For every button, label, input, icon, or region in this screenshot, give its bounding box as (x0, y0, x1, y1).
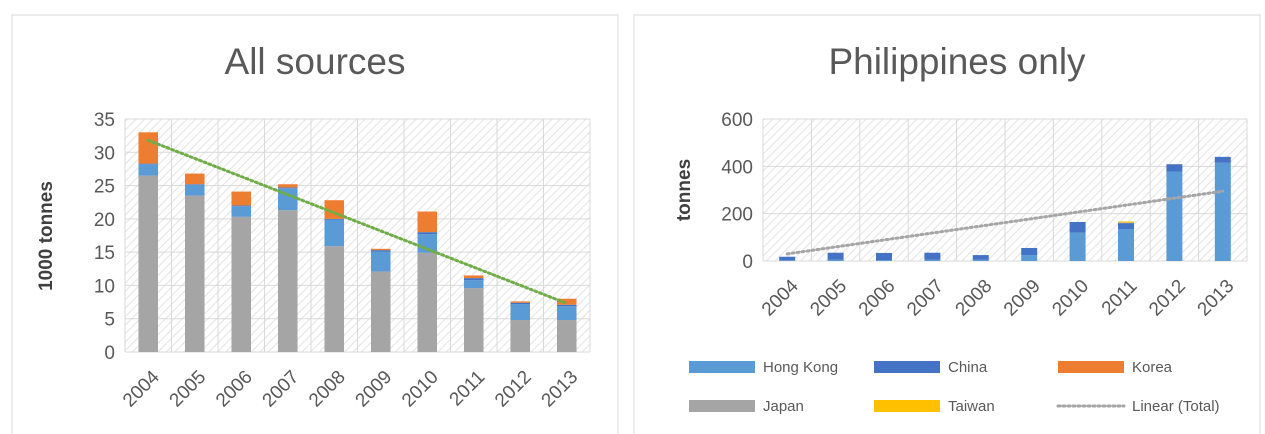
y-tick-label: 600 (721, 110, 753, 131)
bar-segment-korea (510, 301, 531, 303)
bar-segment-hong-kong (1069, 232, 1086, 261)
bar-segment-china (1166, 164, 1183, 172)
bar-segment-hong-kong (972, 259, 989, 261)
bar-segment-china (463, 278, 484, 281)
y-tick-label: 30 (94, 143, 115, 164)
y-tick-label: 25 (94, 177, 115, 198)
bar-segment-china (370, 250, 391, 252)
bar-segment-korea (184, 173, 205, 185)
y-tick-label: 10 (94, 276, 115, 297)
bar-segment-hong-kong (184, 184, 205, 196)
y-axis-label: 1000 tonnes (36, 181, 57, 291)
bar-segment-japan (417, 252, 438, 352)
bar-segment-japan (138, 175, 159, 352)
bar-segment-japan (556, 320, 577, 352)
bar-segment-china (1214, 156, 1231, 163)
bar-segment-japan (324, 246, 345, 352)
bar-segment-china (1069, 221, 1086, 233)
bar-segment-korea (138, 132, 159, 164)
legend-swatch (1058, 361, 1124, 373)
bar-segment-china (138, 163, 159, 165)
y-axis-label: tonnes (674, 159, 695, 221)
bar-segment-japan (231, 216, 252, 352)
bar-segment-hong-kong (556, 306, 577, 321)
bar-segment-hong-kong (779, 260, 796, 261)
bar-segment-japan (463, 288, 484, 352)
legend-label: Taiwan (948, 398, 995, 415)
bar-segment-hong-kong (1214, 162, 1231, 261)
y-tick-label: 400 (721, 157, 753, 178)
bar-segment-china (1021, 247, 1038, 256)
bar-segment-china (277, 187, 298, 189)
bar-segment-china (324, 218, 345, 220)
bar-segment-hong-kong (1166, 171, 1183, 261)
chart-title: Philippines only (828, 41, 1086, 82)
legend-label: Korea (1132, 359, 1173, 376)
bar-segment-japan (370, 271, 391, 352)
legend-swatch (874, 361, 940, 373)
y-tick-label: 15 (94, 243, 115, 264)
bar-segment-china (556, 304, 577, 307)
bar-segment-korea (231, 191, 252, 206)
bar-segment-hong-kong (510, 304, 531, 321)
bar-segment-china (876, 252, 892, 261)
bar-segment-korea (277, 184, 298, 188)
legend-item-linear-total: Linear (Total) (1056, 398, 1220, 415)
bar-segment-hong-kong (1118, 229, 1134, 261)
bar-segment-hong-kong (1021, 255, 1038, 261)
legend-label: China (948, 359, 988, 376)
bar-segment-hong-kong (370, 251, 391, 272)
chart-title: All sources (225, 41, 406, 82)
bar-segment-china (827, 252, 844, 260)
bar-segment-korea (463, 275, 484, 279)
y-tick-label: 5 (104, 310, 115, 331)
bar-segment-japan (277, 210, 298, 352)
y-tick-label: 0 (742, 252, 753, 273)
bar-segment-hong-kong (231, 206, 252, 217)
bar-segment-china (1118, 223, 1134, 230)
bar-segment-hong-kong (138, 164, 159, 176)
bar-segment-korea (370, 248, 391, 251)
bar-segment-china (510, 302, 531, 305)
legend-item-korea: Korea (1058, 359, 1173, 376)
bar-segment-japan (184, 195, 205, 352)
trendline (785, 189, 1225, 256)
trendline (146, 138, 569, 305)
bar-segment-hong-kong (876, 260, 892, 261)
legend-item-japan: Japan (689, 398, 804, 415)
legend-label: Japan (763, 398, 804, 415)
legend-item-hong-kong: Hong Kong (689, 359, 838, 376)
legend-item-china: China (874, 359, 988, 376)
bar-segment-hong-kong (463, 280, 484, 289)
y-tick-label: 0 (104, 343, 115, 364)
legend-swatch (689, 400, 755, 412)
bar-segment-china (231, 205, 252, 207)
y-tick-label: 20 (94, 210, 115, 231)
bar-segment-china (924, 252, 941, 260)
legend-item-taiwan: Taiwan (874, 398, 995, 415)
legend-swatch (874, 400, 940, 412)
legend-label: Linear (Total) (1132, 398, 1220, 415)
bar-segment-china (417, 232, 438, 235)
bar-segment-china (184, 184, 205, 185)
y-tick-label: 35 (94, 110, 115, 131)
bar-segment-korea (417, 211, 438, 233)
bar-segment-taiwan (1118, 221, 1134, 223)
bar-segment-hong-kong (924, 259, 941, 261)
legend-swatch (689, 361, 755, 373)
bar-segment-japan (510, 320, 531, 352)
bar-segment-hong-kong (324, 219, 345, 247)
bar-segment-china (972, 255, 989, 260)
bar-segment-hong-kong (827, 259, 844, 261)
y-tick-label: 200 (721, 205, 753, 226)
bar-segment-korea (556, 298, 577, 305)
bar-segment-china (779, 256, 796, 261)
legend-label: Hong Kong (763, 359, 838, 376)
